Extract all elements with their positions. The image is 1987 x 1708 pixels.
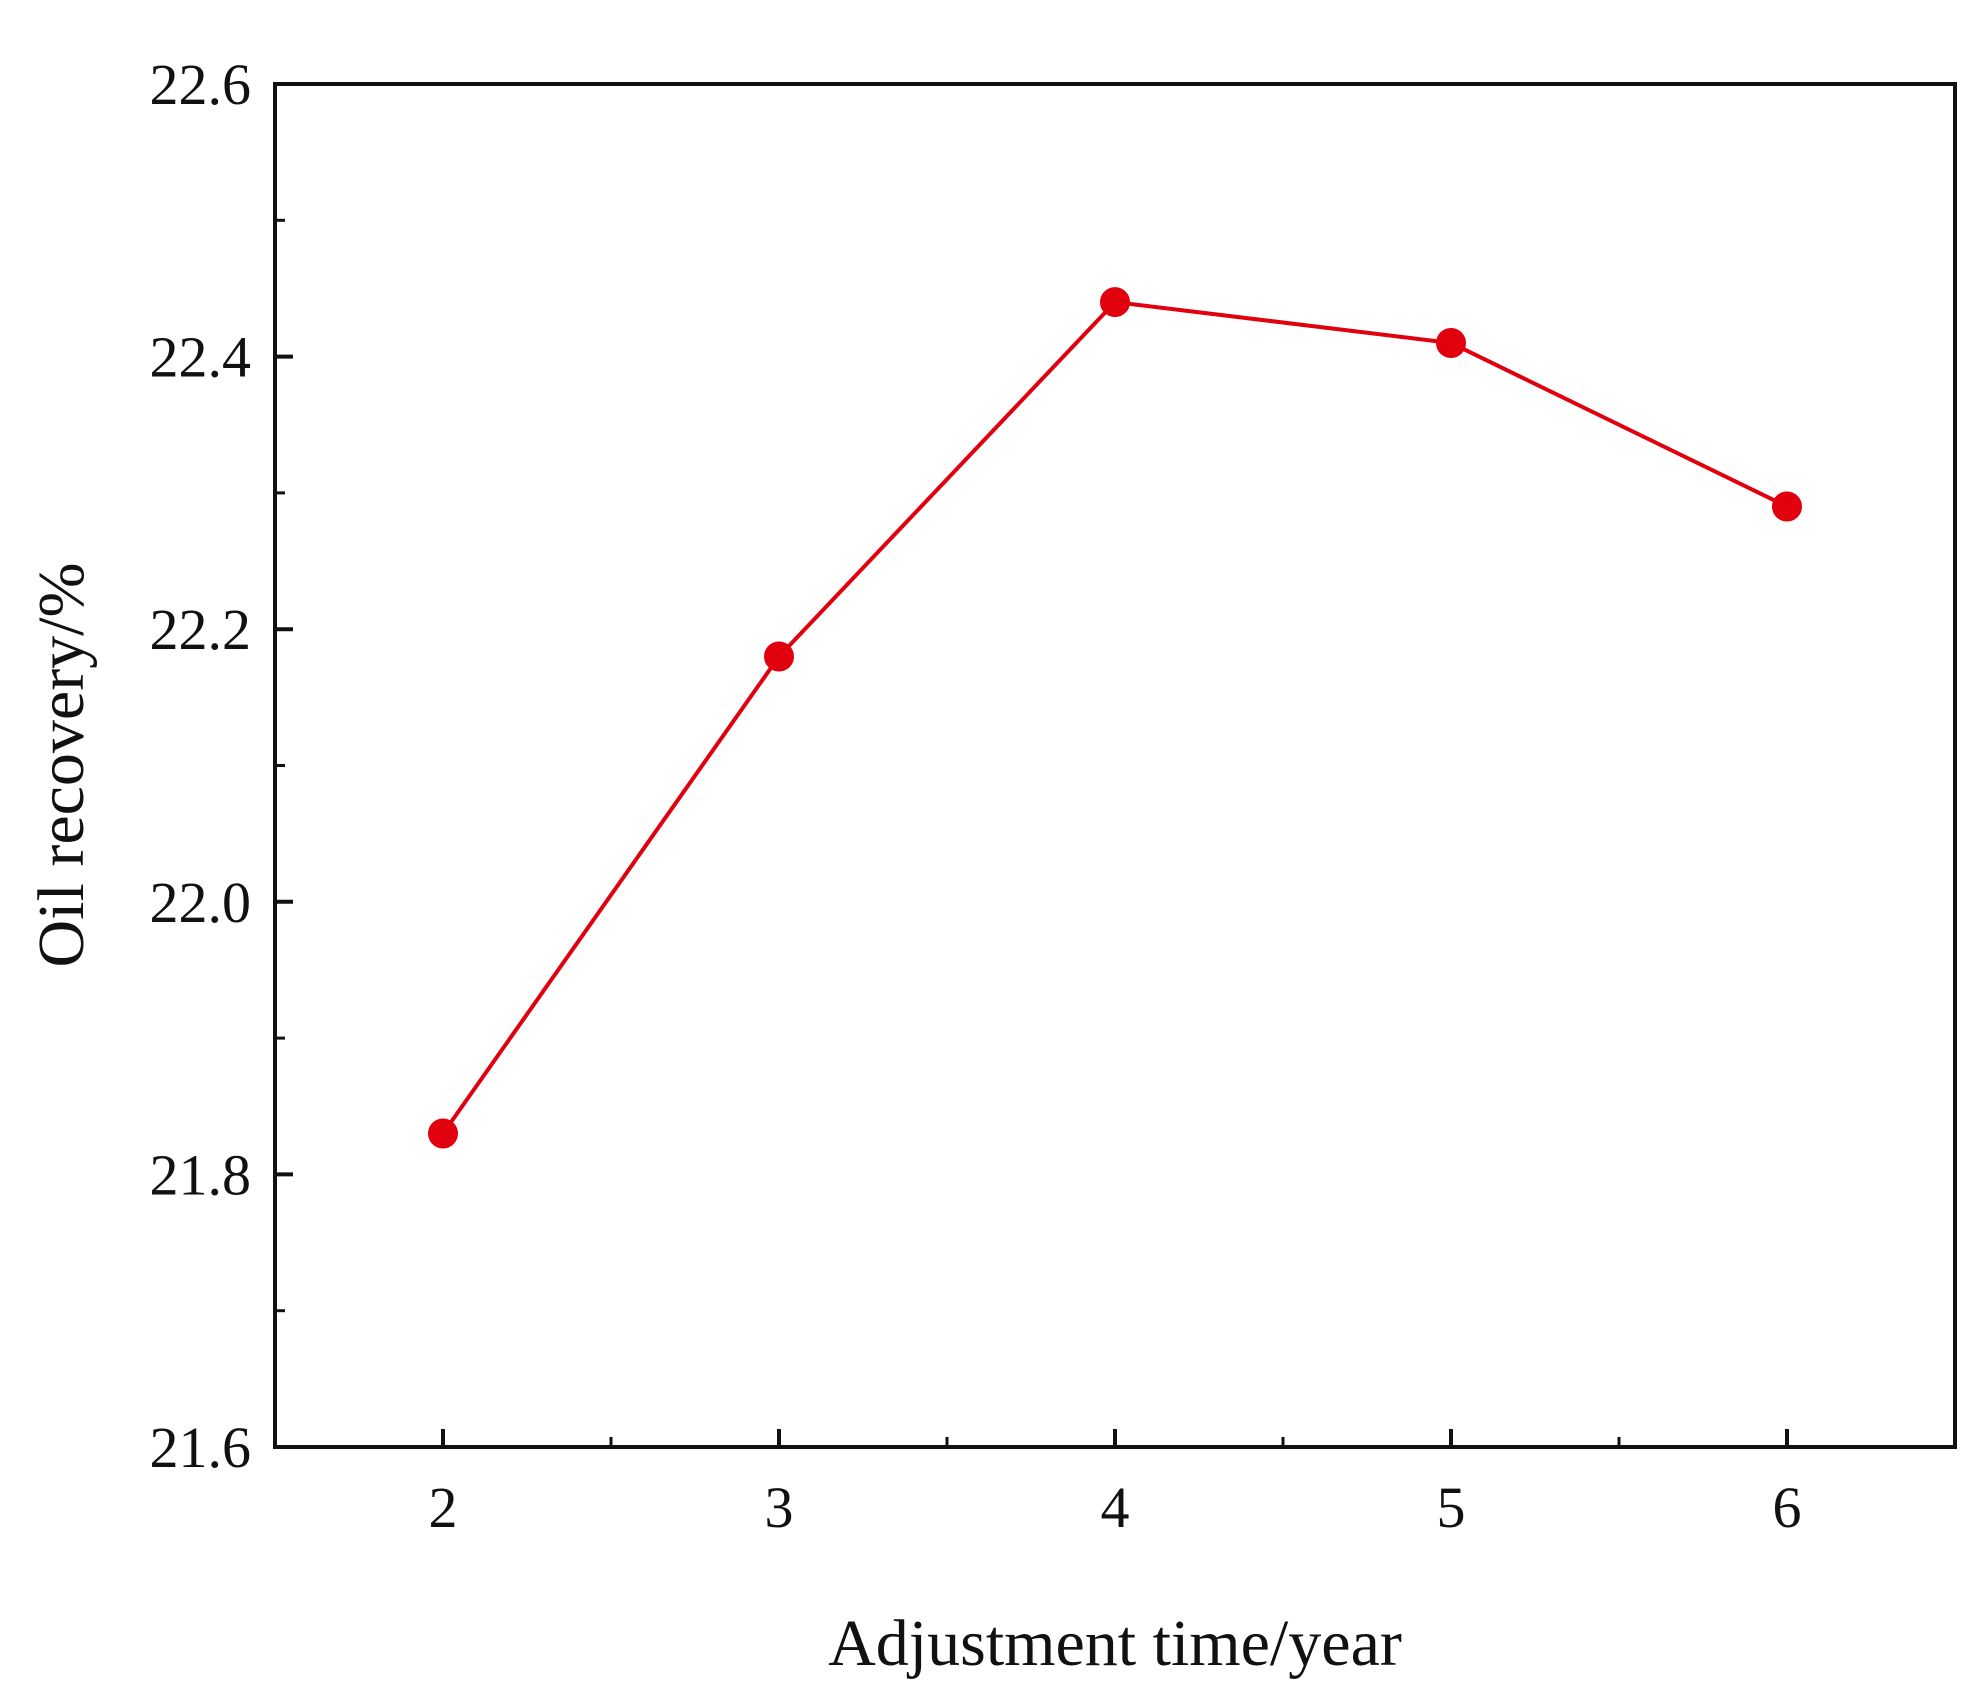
data-point bbox=[1772, 491, 1802, 522]
y-tick-label: 21.8 bbox=[150, 1142, 252, 1207]
y-tick-label: 21.6 bbox=[150, 1415, 252, 1480]
y-axis-title: Oil recovery/% bbox=[25, 563, 98, 968]
y-tick-label: 22.0 bbox=[150, 870, 252, 935]
y-tick-label: 22.6 bbox=[150, 52, 252, 117]
x-tick-label: 3 bbox=[765, 1475, 794, 1540]
y-tick-label: 22.4 bbox=[150, 325, 252, 390]
data-point bbox=[1100, 287, 1130, 318]
data-point bbox=[428, 1118, 458, 1149]
series-layer bbox=[428, 287, 1802, 1149]
x-tick-label: 5 bbox=[1437, 1475, 1466, 1540]
x-tick-label: 6 bbox=[1773, 1475, 1802, 1540]
data-point bbox=[1436, 327, 1466, 358]
series-line bbox=[441, 300, 1788, 1135]
tick-labels-layer: 2 3 4 5 6 21.6 21.8 22.0 22.2 22.4 22.6 bbox=[150, 52, 1802, 1540]
data-point bbox=[764, 641, 794, 672]
y-tick-label: 22.2 bbox=[150, 597, 252, 662]
ticks-layer bbox=[275, 82, 1789, 1449]
x-axis-title: Adjustment time/year bbox=[828, 1607, 1402, 1680]
x-tick-label: 2 bbox=[429, 1475, 458, 1540]
x-tick-label: 4 bbox=[1101, 1475, 1130, 1540]
